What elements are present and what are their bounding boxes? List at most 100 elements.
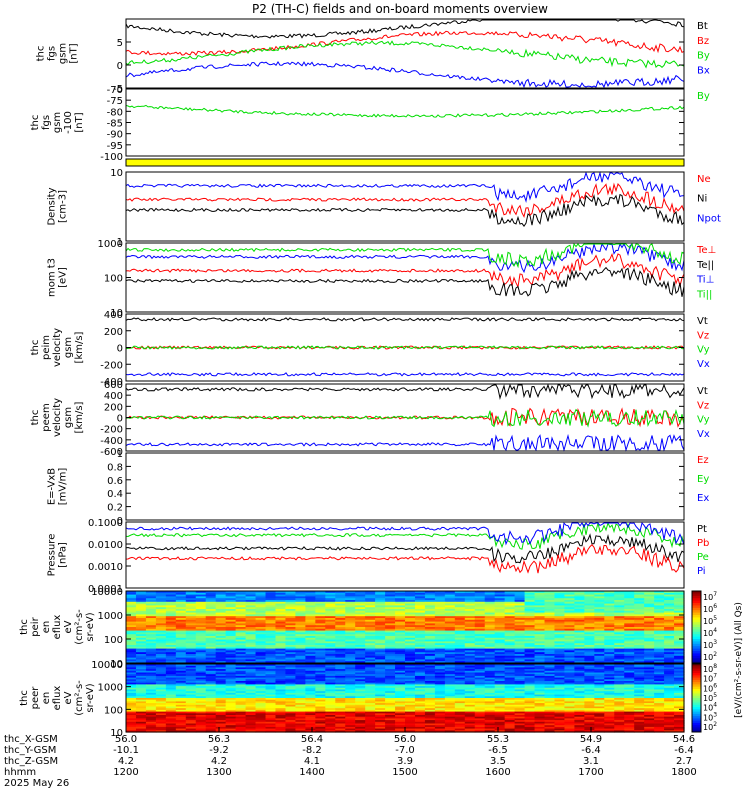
heat-cell — [424, 607, 436, 610]
heat-cell — [594, 691, 605, 694]
heat-cell — [534, 725, 546, 728]
heat-cell — [654, 592, 665, 596]
heat-cell — [644, 623, 655, 626]
heat-cell — [135, 677, 147, 680]
heat-cell — [524, 648, 536, 651]
heat-cell — [654, 641, 665, 644]
heat-cell — [604, 625, 615, 628]
heat-cell — [235, 723, 247, 726]
heat-cell — [295, 725, 306, 728]
heat-cell — [385, 646, 396, 650]
heat-cell — [345, 648, 356, 651]
heat-cell — [514, 623, 526, 626]
heat-cell — [195, 672, 207, 675]
heat-cell — [385, 713, 396, 716]
heat-cell — [524, 637, 536, 641]
heat-cell — [275, 679, 287, 682]
heat-cell — [185, 704, 197, 708]
heat-cell — [654, 625, 665, 628]
heat-cell — [145, 619, 157, 623]
heat-cell — [185, 625, 197, 628]
heat-cell — [175, 692, 187, 696]
heat-cell — [424, 696, 436, 699]
heat-cell — [126, 713, 137, 716]
heat-cell — [325, 723, 336, 726]
heat-cell — [644, 664, 655, 667]
heat-cell — [634, 703, 645, 706]
heat-cell — [225, 709, 237, 713]
heat-cell — [135, 612, 147, 615]
heat-cell — [235, 661, 247, 664]
heat-cell — [674, 652, 685, 655]
heat-cell — [395, 689, 406, 692]
heat-cell — [185, 646, 197, 650]
y-axis-title-line: [km/s] — [74, 331, 85, 363]
heat-cell — [305, 609, 316, 612]
heat-cell — [375, 686, 386, 689]
heat-cell — [185, 691, 197, 694]
heat-cell — [424, 637, 436, 641]
heat-cell — [135, 715, 147, 718]
heat-cell — [494, 636, 506, 639]
heat-cell — [225, 618, 237, 621]
heat-cell — [584, 720, 595, 723]
heat-cell — [514, 720, 526, 723]
heat-cell — [434, 708, 446, 711]
heat-cell — [534, 646, 546, 650]
heat-cell — [275, 706, 287, 709]
heat-cell — [424, 591, 436, 594]
heat-cell — [255, 721, 267, 725]
heat-cell — [345, 625, 356, 628]
heat-cell — [165, 716, 177, 719]
heat-cell — [155, 621, 167, 624]
heat-cell — [424, 686, 436, 689]
y-axis-title: thcfgsgsm[nT] — [36, 43, 80, 64]
heat-cell — [235, 641, 247, 644]
heat-cell — [225, 674, 237, 677]
heat-cell — [285, 659, 296, 662]
heat-cell — [434, 726, 446, 730]
heat-cell — [674, 703, 685, 706]
x-tick-label-y: -9.2 — [209, 745, 229, 756]
heat-cell — [574, 603, 585, 606]
heat-cell — [654, 643, 665, 646]
heat-cell — [405, 612, 416, 615]
heat-cell — [664, 687, 675, 691]
heat-cell — [145, 655, 157, 659]
x-tick-label-x: 56.4 — [301, 734, 323, 745]
heat-cell — [325, 652, 336, 655]
heat-cell — [335, 614, 346, 617]
heat-cell — [504, 639, 516, 642]
heat-cell — [145, 723, 157, 726]
heat-cell — [654, 596, 665, 599]
heat-cell — [395, 639, 406, 642]
heat-cell — [405, 692, 416, 696]
heat-cell — [474, 637, 486, 641]
heat-cell — [145, 726, 157, 730]
heat-cell — [464, 728, 476, 731]
heat-cell — [444, 699, 456, 702]
heat-cell — [414, 605, 426, 608]
heat-cell — [405, 701, 416, 704]
heat-cell — [644, 672, 655, 675]
heat-cell — [375, 625, 386, 628]
heat-cell — [534, 701, 546, 704]
heat-cell — [155, 659, 167, 662]
heat-cell — [624, 672, 635, 675]
heat-cell — [245, 691, 257, 694]
heat-cell — [405, 657, 416, 660]
heat-cell — [325, 655, 336, 659]
heat-cell — [285, 646, 296, 650]
heat-cell — [654, 600, 665, 603]
heat-cell — [524, 677, 536, 680]
heat-cell — [484, 728, 496, 731]
heat-cell — [604, 691, 615, 694]
heat-cell — [564, 623, 575, 626]
heat-cell — [335, 637, 346, 641]
heat-cell — [245, 701, 257, 704]
colorbar-cell — [692, 709, 701, 713]
heat-cell — [524, 718, 536, 721]
heat-cell — [534, 623, 546, 626]
heat-cell — [275, 687, 287, 691]
heat-cell — [654, 627, 665, 630]
